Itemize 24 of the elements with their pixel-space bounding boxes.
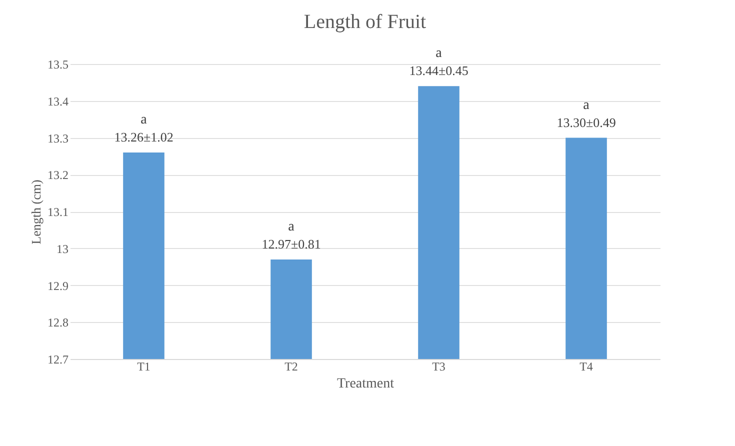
y-tick-label: 13.5 (48, 58, 68, 72)
y-tick-label: 13.2 (48, 168, 68, 182)
x-tick-label: T2 (284, 360, 298, 374)
data-label: 13.26±1.02 (114, 130, 174, 144)
x-axis-title: Treatment (336, 376, 394, 392)
annotation: a (583, 98, 590, 113)
x-tick-label: T4 (580, 360, 593, 374)
chart-title: Length of Fruit (304, 11, 427, 34)
y-tick-label: 13 (56, 242, 68, 256)
y-axis-title: Length (cm) (28, 180, 44, 244)
x-tick-label: T3 (432, 360, 446, 374)
annotation: a (436, 46, 443, 62)
annotation: a (140, 112, 148, 128)
y-tick-label: 12.9 (48, 278, 68, 293)
data-label: 12.97±0.81 (262, 236, 321, 252)
annotation: a (288, 219, 296, 234)
y-tick-label: 12.8 (48, 316, 68, 330)
x-tick-label: T1 (137, 360, 150, 374)
data-label: 13.44±0.45 (409, 63, 468, 78)
y-tick-label: 13.3 (48, 131, 68, 146)
y-tick-label: 13.4 (48, 94, 68, 108)
y-tick-label: 12.7 (48, 352, 68, 366)
data-label: 13.30±0.49 (556, 114, 616, 130)
y-tick-label: 13.1 (48, 205, 68, 219)
